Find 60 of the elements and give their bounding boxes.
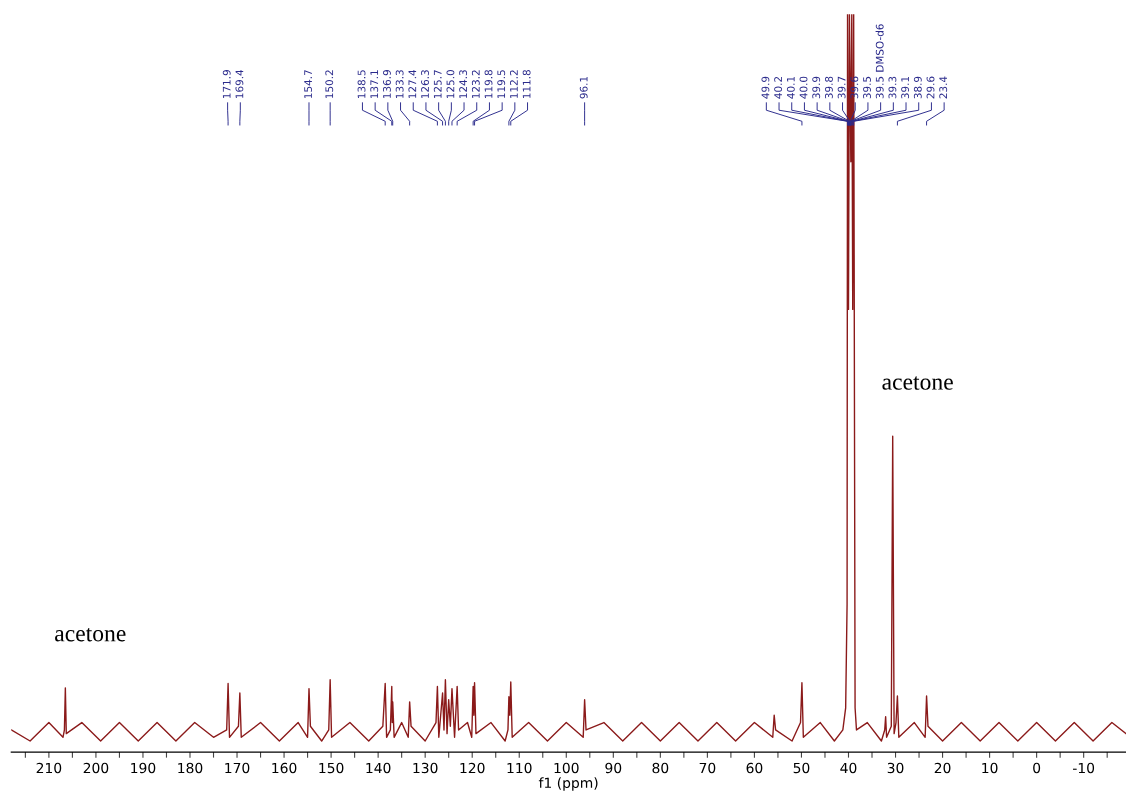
annotation: 136.9 — [382, 70, 391, 99]
x-tick-label: 50 — [793, 762, 810, 774]
x-tick-label: 60 — [746, 762, 763, 774]
x-tick-label: 10 — [982, 762, 998, 774]
annotation: 40.2 — [774, 77, 783, 99]
x-tick-label: 20 — [934, 762, 951, 774]
x-tick-label: 190 — [131, 762, 156, 774]
annotation: 39.9 — [812, 76, 821, 99]
annotation: 125.7 — [433, 70, 442, 99]
annotation: 39.6 — [850, 76, 859, 99]
annotation: 39.5 — [863, 76, 871, 99]
annotation: 126.3 — [421, 70, 429, 99]
annotation: 96.1 — [579, 76, 588, 99]
x-tick-label: 90 — [605, 762, 622, 774]
annotation: 39.8 — [824, 76, 833, 99]
x-tick-label: -10 — [1073, 762, 1095, 774]
annotation: 169.4 — [235, 69, 244, 99]
x-tick-label: 130 — [413, 762, 438, 774]
x-tick-label: 30 — [887, 762, 904, 774]
annotation: acetone — [882, 376, 953, 390]
x-tick-label: 70 — [699, 762, 716, 774]
annotation: 39.3 — [888, 76, 897, 99]
annotation: 39.1 — [901, 76, 910, 99]
x-axis-title: f1 (ppm) — [538, 777, 598, 791]
annotation: 38.9 — [913, 76, 922, 99]
annotation: 125.0 — [446, 70, 455, 99]
annotation: 40.1 — [786, 76, 795, 99]
annotation: 39.5 DMSO-d6 — [875, 24, 884, 99]
x-tick-label: 170 — [225, 762, 250, 774]
x-tick-label: 0 — [1033, 762, 1041, 774]
annotation: 119.8 — [484, 70, 493, 99]
x-tick-label: 120 — [460, 762, 485, 774]
x-tick-label: 100 — [554, 762, 579, 774]
annotation: acetone — [55, 627, 126, 642]
x-tick-label: 80 — [652, 762, 669, 774]
annotation: 150.2 — [325, 70, 334, 99]
annotation: 124.3 — [459, 70, 468, 99]
x-tick-label: 200 — [83, 762, 109, 774]
annotation: 40.0 — [799, 76, 808, 99]
x-tick-label: 110 — [507, 762, 532, 774]
annotation: 171.9 — [222, 70, 231, 99]
x-tick-label: 180 — [178, 762, 203, 774]
annotation: 119.5 — [497, 70, 506, 99]
annotation: 123.2 — [471, 70, 480, 99]
annotation: 138.5 — [357, 70, 366, 99]
annotation: 39.7 — [837, 76, 846, 99]
annotation: 111.8 — [522, 70, 531, 99]
annotation: 127.4 — [408, 69, 417, 99]
x-tick-label: 40 — [840, 762, 857, 774]
annotation: 112.2 — [509, 70, 518, 99]
x-tick-label: 140 — [366, 762, 391, 774]
x-tick-label: 150 — [319, 762, 344, 774]
annotation: 29.6 — [926, 76, 935, 99]
annotation: 137.1 — [370, 70, 379, 99]
annotation: 23.4 — [939, 76, 948, 99]
annotation: 154.7 — [304, 70, 313, 99]
x-tick-label: 160 — [272, 762, 297, 774]
annotation: 133.3 — [395, 70, 404, 99]
x-tick-label: 210 — [36, 762, 62, 774]
annotation: 49.9 — [761, 76, 770, 99]
